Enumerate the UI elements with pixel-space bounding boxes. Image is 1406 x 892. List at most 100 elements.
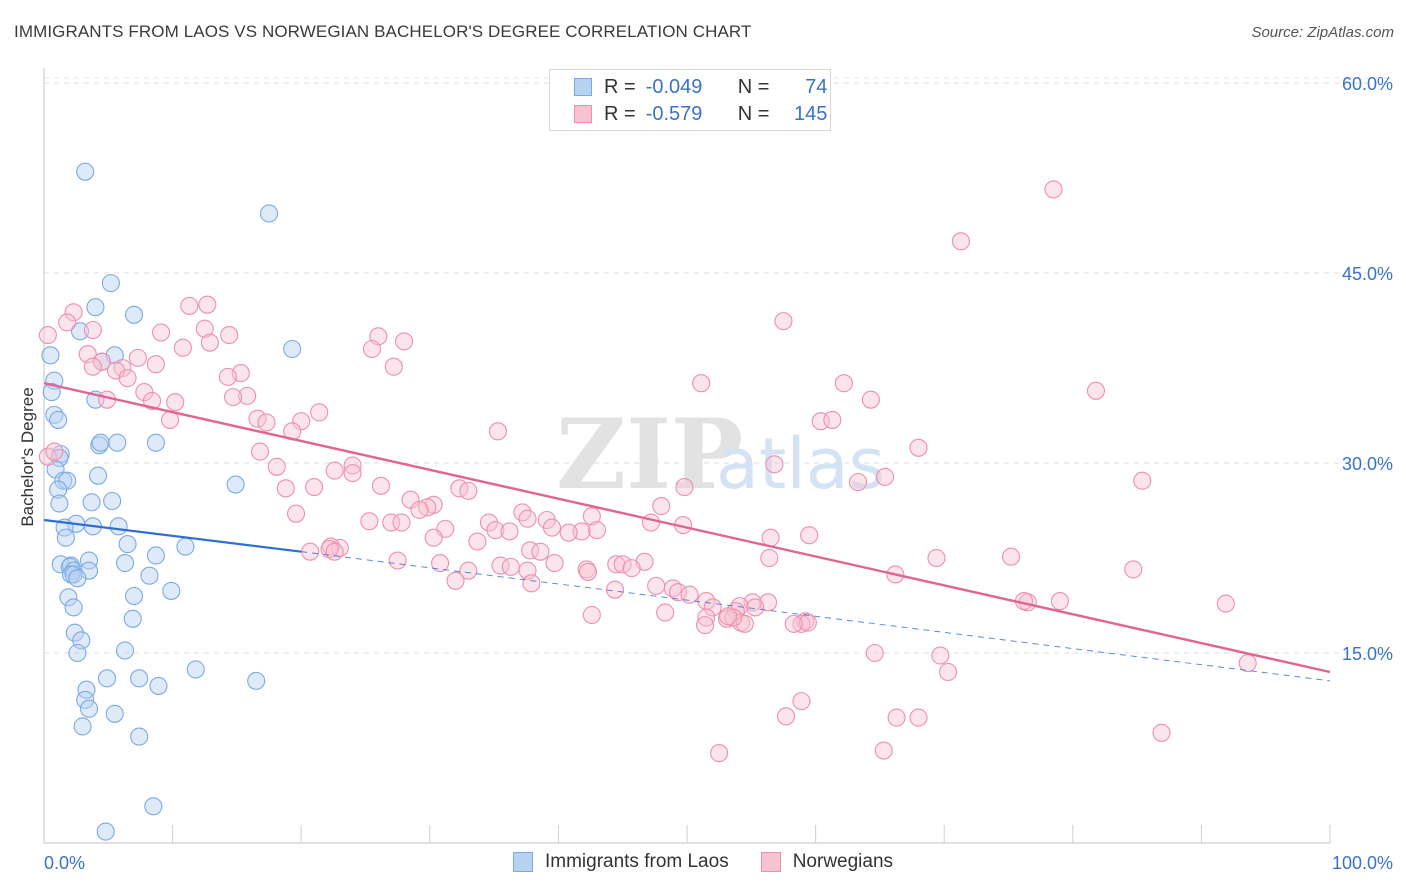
data-point [149, 676, 168, 695]
data-point [218, 367, 237, 386]
data-point [607, 555, 626, 574]
data-point [695, 616, 715, 635]
data-point [283, 339, 302, 359]
data-point [784, 614, 803, 633]
data-point [931, 646, 950, 665]
legend-item-norwegians[interactable]: Norwegians [760, 851, 894, 873]
legend-swatch-laos [574, 78, 592, 96]
data-point [587, 521, 607, 540]
data-point [384, 357, 403, 376]
data-point [746, 598, 765, 617]
data-point [765, 455, 784, 474]
legend-r-value: -0.579 [645, 102, 703, 125]
data-point [697, 608, 716, 627]
data-point [459, 561, 478, 580]
data-point [118, 369, 137, 388]
y-tick-label: 45.0% [1342, 264, 1393, 284]
data-point [1044, 180, 1063, 199]
data-point [613, 555, 632, 574]
data-point [939, 662, 958, 682]
data-point [542, 518, 562, 537]
data-point [719, 607, 738, 626]
data-point [180, 296, 199, 315]
data-point [310, 403, 329, 422]
data-point [692, 374, 711, 393]
data-point [522, 574, 541, 593]
data-point [362, 339, 381, 359]
data-point [371, 476, 390, 495]
legend-swatch-norwegians [574, 105, 592, 123]
data-point [518, 509, 537, 528]
data-point [195, 319, 214, 338]
data-point [41, 346, 60, 365]
data-point [545, 554, 564, 573]
data-point [88, 466, 108, 485]
data-point [45, 442, 64, 461]
chart-title: IMMIGRANTS FROM LAOS VS NORWEGIAN BACHEL… [14, 22, 752, 41]
data-point [276, 479, 295, 498]
legend-swatch-laos [512, 852, 533, 872]
y-tick-label: 15.0% [1342, 644, 1393, 664]
data-point [388, 551, 407, 570]
data-point [76, 690, 95, 709]
data-point [223, 388, 243, 407]
data-point [382, 513, 401, 532]
data-point [101, 274, 120, 293]
legend-n-value: 145 [794, 102, 828, 125]
data-point [446, 571, 465, 590]
legend-label-norwegians: Norwegians [792, 851, 894, 872]
data-point [735, 614, 754, 633]
data-point [559, 523, 578, 542]
data-point [909, 708, 928, 727]
legend-item-laos[interactable]: Immigrants from Laos [512, 851, 729, 873]
data-point [198, 295, 217, 314]
data-point [486, 521, 505, 540]
data-point [874, 741, 893, 760]
watermark-atlas: atlas [716, 423, 885, 505]
data-point [605, 580, 625, 599]
trend-line-laos-extension [301, 551, 1331, 682]
trend-line-laos [43, 518, 302, 553]
data-point [128, 348, 147, 367]
data-point [392, 513, 411, 532]
data-point [76, 162, 95, 181]
data-point [1133, 471, 1152, 490]
data-point [97, 669, 117, 688]
data-point [82, 493, 101, 512]
data-point [488, 422, 508, 441]
data-point [501, 557, 520, 576]
data-point [109, 517, 128, 536]
data-point [675, 478, 694, 497]
data-point [146, 433, 165, 452]
data-point [572, 522, 591, 541]
data-point [42, 383, 61, 402]
data-point [130, 669, 149, 688]
data-point [459, 481, 478, 500]
data-point [58, 313, 77, 332]
data-point [582, 507, 601, 526]
data-point [1124, 560, 1143, 579]
trend-lines [43, 382, 1331, 682]
legend-swatch-norwegians [760, 852, 781, 872]
data-point [927, 548, 946, 568]
data-point [343, 464, 362, 483]
data-point [108, 433, 127, 452]
data-point [56, 528, 75, 547]
data-point [401, 490, 420, 509]
data-point [86, 298, 105, 317]
legend-row-laos: R = -0.049 N = 74 [574, 75, 827, 99]
data-point [305, 478, 324, 497]
series-laos-points [41, 162, 302, 841]
data-point [146, 546, 165, 565]
data-point [760, 548, 779, 568]
data-point [500, 522, 519, 541]
data-point [578, 562, 598, 581]
data-point [325, 542, 344, 561]
data-point [656, 603, 675, 622]
data-point [65, 623, 84, 642]
watermark-zip: ZIP [556, 398, 743, 511]
data-point [151, 323, 171, 342]
data-point [823, 410, 842, 429]
